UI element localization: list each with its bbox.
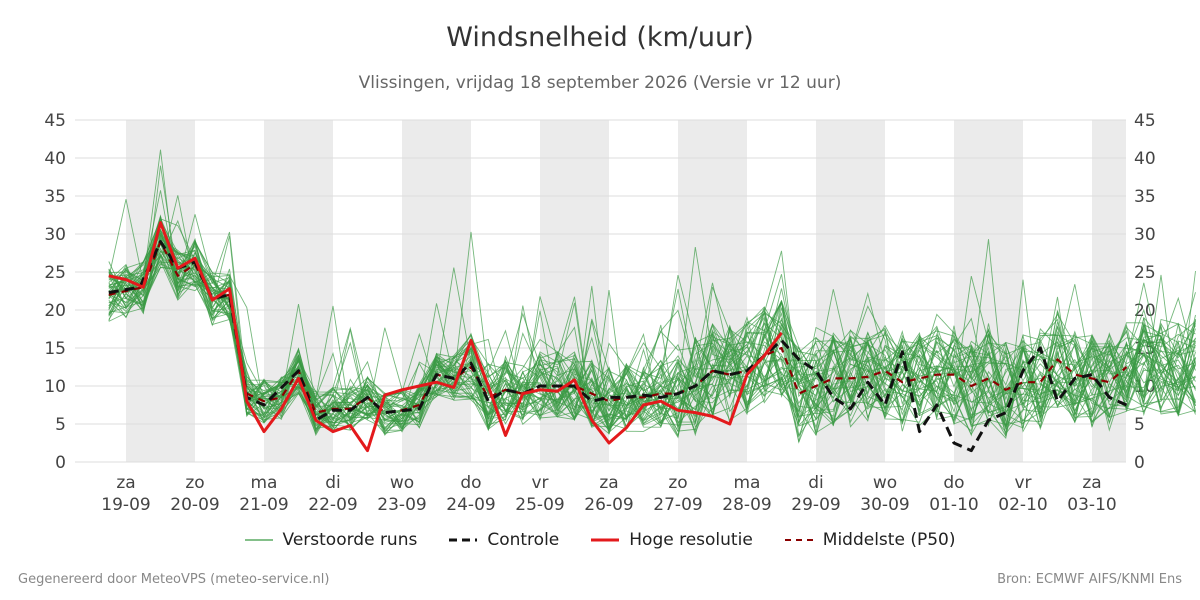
legend-label-control: Controle bbox=[487, 530, 560, 550]
footer-source: Bron: ECMWF AIFS/KNMI Ens bbox=[997, 572, 1182, 587]
legend-label-ensemble: Verstoorde runs bbox=[282, 530, 418, 550]
x-tick-label-day: za bbox=[599, 473, 618, 493]
y-tick-label-left: 15 bbox=[44, 339, 66, 359]
y-tick-label-left: 20 bbox=[44, 301, 66, 321]
ensemble-runs bbox=[108, 149, 1196, 444]
x-tick-label-date: 19-09 bbox=[101, 495, 150, 515]
x-tick-label-day: vr bbox=[531, 473, 548, 493]
legend: Verstoorde runs Controle Hoge resolutie … bbox=[0, 530, 1200, 550]
y-tick-label-right: 45 bbox=[1134, 111, 1156, 131]
x-tick-label-date: 22-09 bbox=[308, 495, 357, 515]
legend-label-median: Middelste (P50) bbox=[822, 530, 956, 550]
legend-item-control[interactable]: Controle bbox=[449, 530, 559, 550]
x-tick-label-day: za bbox=[1082, 473, 1101, 493]
y-tick-label-right: 20 bbox=[1134, 301, 1156, 321]
x-tick-label-day: zo bbox=[185, 473, 204, 493]
legend-swatch-median bbox=[784, 539, 813, 541]
x-tick-label-day: zo bbox=[668, 473, 687, 493]
legend-swatch-highres bbox=[591, 538, 620, 542]
x-tick-label-date: 03-10 bbox=[1067, 495, 1116, 515]
legend-item-median[interactable]: Middelste (P50) bbox=[784, 530, 956, 550]
x-tick-label-day: do bbox=[460, 473, 481, 493]
y-tick-label-right: 0 bbox=[1134, 453, 1145, 473]
x-tick-label-date: 29-09 bbox=[791, 495, 840, 515]
x-tick-label-date: 27-09 bbox=[653, 495, 702, 515]
legend-item-highres[interactable]: Hoge resolutie bbox=[591, 530, 753, 550]
main-series bbox=[108, 221, 1128, 453]
x-tick-label-date: 20-09 bbox=[170, 495, 219, 515]
ensemble-run-line bbox=[108, 255, 1196, 436]
x-axis: za19-09zo20-09ma21-09di22-09wo23-09do24-… bbox=[101, 473, 1116, 515]
chart-title: Windsnelheid (km/uur) bbox=[446, 22, 754, 53]
highres-line bbox=[108, 221, 783, 453]
x-tick-label-date: 26-09 bbox=[584, 495, 633, 515]
control-line bbox=[108, 240, 1128, 453]
y-tick-label-left: 35 bbox=[44, 187, 66, 207]
x-tick-label-day: ma bbox=[734, 473, 761, 493]
x-tick-label-date: 25-09 bbox=[515, 495, 564, 515]
y-tick-label-left: 25 bbox=[44, 263, 66, 283]
y-tick-label-right: 35 bbox=[1134, 187, 1156, 207]
y-tick-label-left: 0 bbox=[55, 453, 66, 473]
weekend-band bbox=[816, 120, 885, 462]
y-tick-label-left: 10 bbox=[44, 377, 66, 397]
x-tick-label-date: 24-09 bbox=[446, 495, 495, 515]
x-tick-label-day: di bbox=[325, 473, 341, 493]
y-tick-label-right: 5 bbox=[1134, 415, 1145, 435]
x-tick-label-day: za bbox=[116, 473, 135, 493]
x-tick-label-day: vr bbox=[1014, 473, 1031, 493]
x-tick-label-day: wo bbox=[873, 473, 897, 493]
x-tick-label-day: ma bbox=[251, 473, 278, 493]
x-tick-label-day: wo bbox=[390, 473, 414, 493]
x-tick-label-day: do bbox=[943, 473, 964, 493]
y-axis-left: 0 5 10 15 20 25 30 35 40 45 bbox=[44, 111, 66, 473]
y-tick-label-left: 40 bbox=[44, 149, 66, 169]
chart-subtitle: Vlissingen, vrijdag 18 september 2026 (V… bbox=[358, 73, 842, 93]
x-tick-label-date: 01-10 bbox=[929, 495, 978, 515]
ensemble-run-line bbox=[108, 214, 1196, 432]
y-tick-label-left: 30 bbox=[44, 225, 66, 245]
y-tick-label-right: 30 bbox=[1134, 225, 1156, 245]
x-tick-label-date: 30-09 bbox=[860, 495, 909, 515]
legend-swatch-control bbox=[449, 538, 478, 542]
ensemble-run-line bbox=[108, 241, 1196, 436]
y-tick-label-left: 5 bbox=[55, 415, 66, 435]
ensemble-run-line bbox=[108, 238, 1196, 430]
ensemble-run-line bbox=[108, 251, 1196, 432]
median-line bbox=[108, 240, 1128, 414]
ensemble-run-line bbox=[108, 217, 1196, 431]
ensemble-run-line bbox=[108, 234, 1196, 432]
x-tick-label-date: 23-09 bbox=[377, 495, 426, 515]
x-tick-label-date: 21-09 bbox=[239, 495, 288, 515]
x-tick-label-day: di bbox=[808, 473, 824, 493]
x-tick-label-date: 28-09 bbox=[722, 495, 771, 515]
x-tick-label-date: 02-10 bbox=[998, 495, 1047, 515]
weekend-band bbox=[1092, 120, 1126, 462]
legend-label-highres: Hoge resolutie bbox=[629, 530, 753, 550]
footer-generated-by: Gegenereerd door MeteoVPS (meteo-service… bbox=[18, 572, 330, 587]
y-tick-label-left: 45 bbox=[44, 111, 66, 131]
legend-swatch-ensemble bbox=[244, 539, 273, 541]
y-tick-label-right: 25 bbox=[1134, 263, 1156, 283]
legend-item-ensemble[interactable]: Verstoorde runs bbox=[244, 530, 418, 550]
weekend-band bbox=[126, 120, 195, 462]
y-tick-label-right: 40 bbox=[1134, 149, 1156, 169]
